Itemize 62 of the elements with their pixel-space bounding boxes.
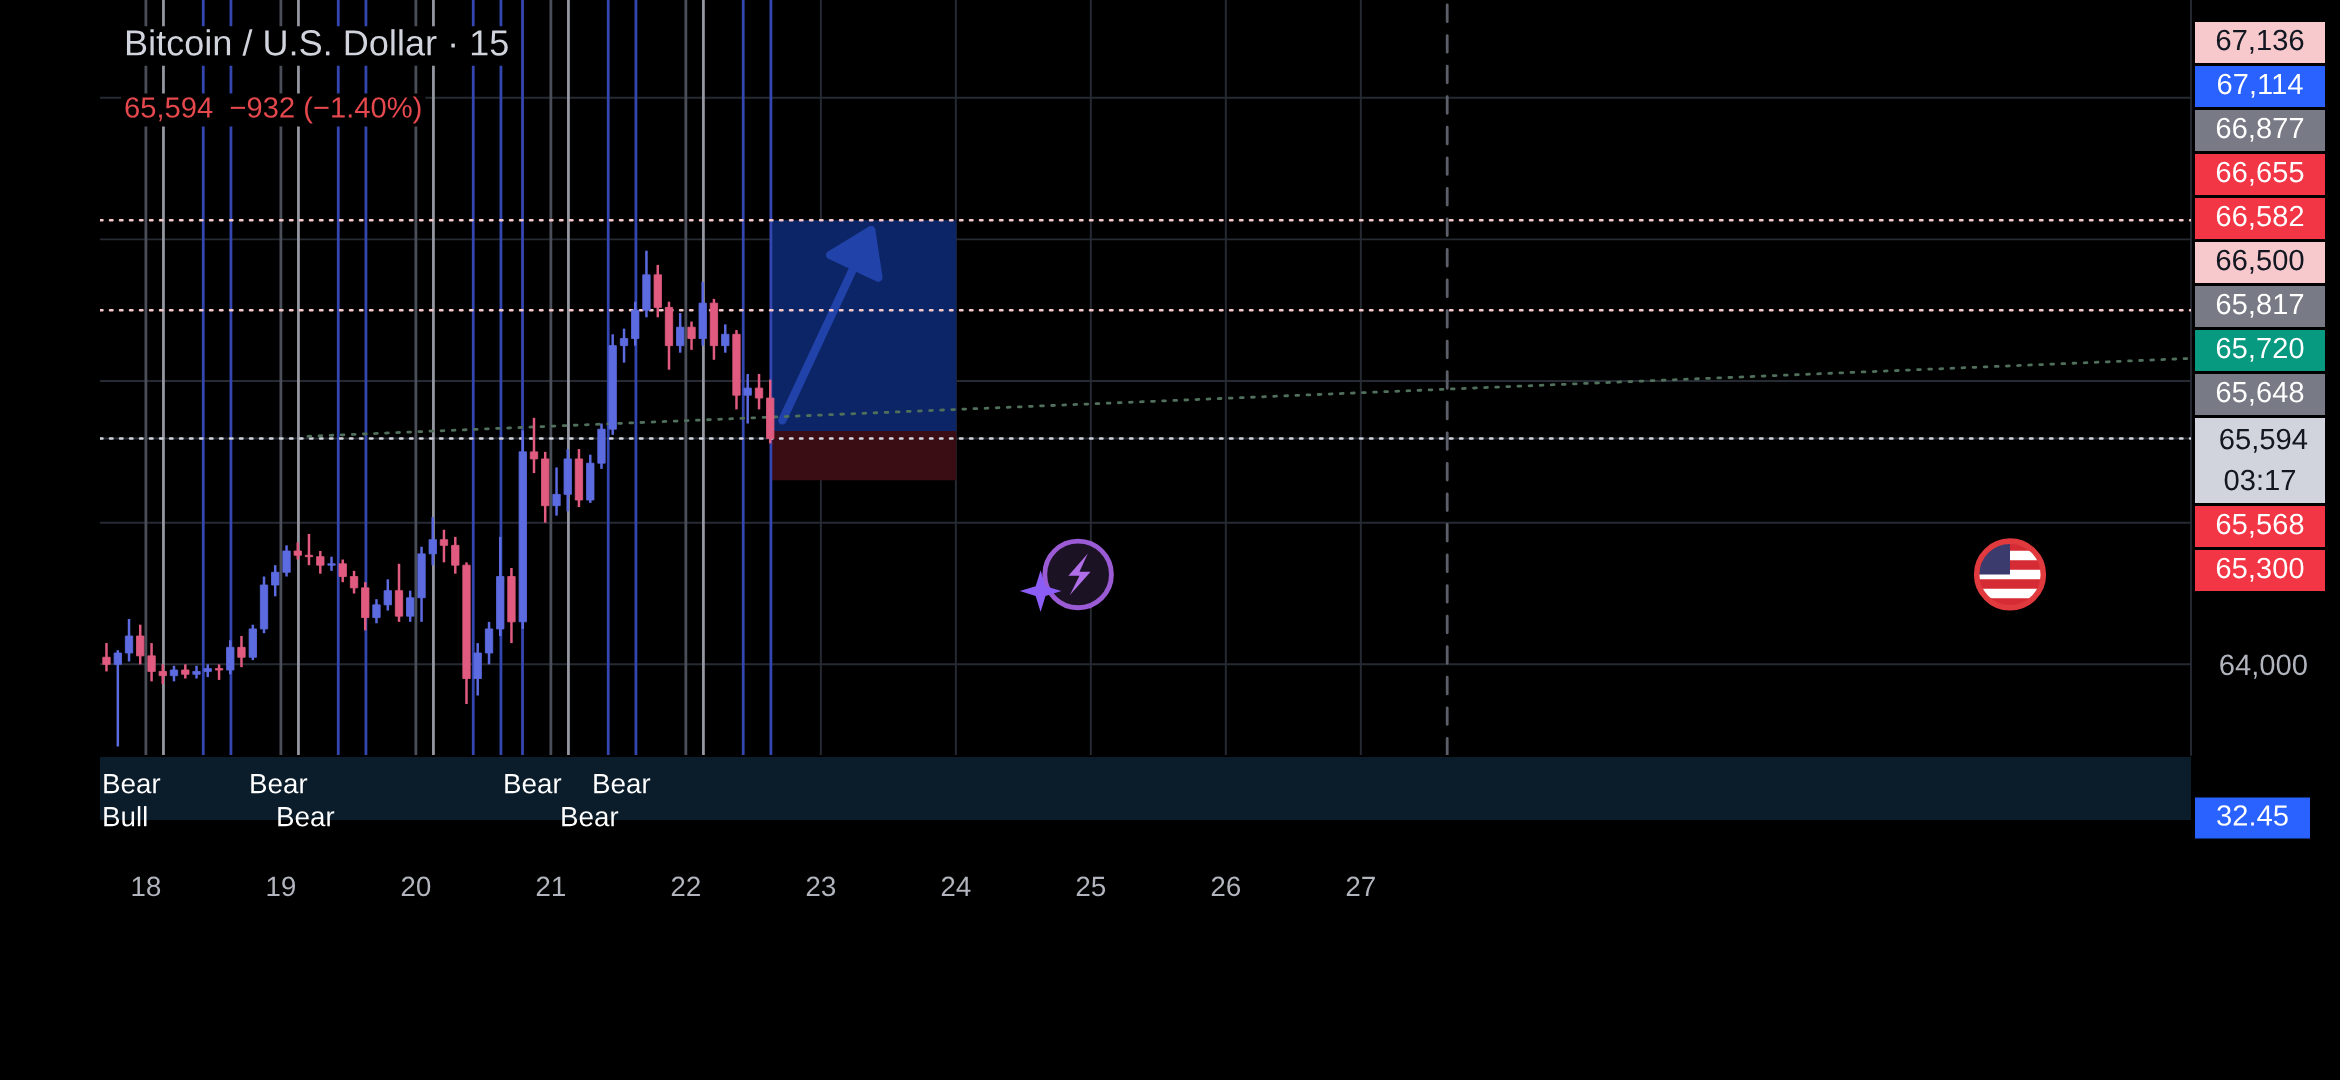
- text: 65,720: [2216, 337, 2304, 362]
- text: 66,582: [2216, 205, 2304, 230]
- x-tick-label: 21: [536, 876, 565, 896]
- candlestick: [406, 589, 415, 624]
- text: 65,300: [2216, 557, 2304, 582]
- x-tick-label: 26: [1211, 876, 1241, 897]
- text: 65,568: [2216, 513, 2304, 538]
- x-tick-label: 22: [671, 876, 700, 896]
- candlestick: [721, 323, 730, 354]
- candlestick: [226, 639, 235, 676]
- text: 66,877: [2216, 117, 2304, 142]
- candlestick: [383, 578, 392, 612]
- text: 65,594 −932 (−1.40%): [125, 96, 421, 124]
- candlestick: [102, 641, 111, 673]
- text: 32.45: [2217, 805, 2288, 826]
- text: Bitcoin / U.S. Dollar · 15: [126, 29, 508, 56]
- text: 66,655: [2216, 161, 2304, 186]
- candlestick: [349, 569, 359, 595]
- candlestick: [529, 416, 539, 475]
- text: Bull: [104, 806, 147, 827]
- text: 66,500: [2216, 249, 2304, 274]
- text: Bear: [505, 774, 562, 794]
- text: 03:17: [2224, 469, 2296, 491]
- candlestick: [428, 515, 437, 567]
- x-tick-label: 27: [1346, 876, 1375, 896]
- text: Bear: [251, 774, 308, 794]
- candlestick: [316, 549, 325, 575]
- text: Bear: [562, 807, 619, 827]
- candlestick: [372, 597, 381, 625]
- candlestick: [619, 327, 629, 364]
- candlestick: [552, 466, 561, 517]
- candlestick: [147, 641, 156, 683]
- candlestick: [327, 555, 336, 573]
- x-tick-label: 25: [1076, 876, 1106, 897]
- x-tick-label: 24: [941, 876, 971, 896]
- text: 65,648: [2216, 381, 2304, 406]
- candlestick: [676, 311, 685, 354]
- candlestick: [687, 320, 696, 352]
- y-tick-label: 64,000: [2220, 654, 2307, 679]
- x-tick-label: 18: [132, 876, 161, 897]
- text: Bear: [104, 774, 161, 794]
- candlestick: [158, 663, 167, 686]
- candlestick: [743, 372, 752, 425]
- x-tick-label: 19: [267, 876, 296, 897]
- text: Bear: [278, 807, 335, 827]
- text: 67,136: [2216, 29, 2304, 54]
- text: Bear: [594, 774, 651, 794]
- candlestick: [124, 617, 134, 663]
- y-tick-label: 65,594: [2220, 428, 2308, 453]
- x-tick-label: 20: [401, 876, 431, 897]
- x-tick-label: 23: [806, 876, 836, 897]
- candlestick: [237, 634, 246, 669]
- candlestick: [439, 528, 449, 564]
- candlestick: [338, 558, 347, 584]
- candlestick: [271, 563, 280, 598]
- candlestick: [282, 544, 291, 578]
- candlestick: [754, 372, 764, 411]
- candlestick: [451, 535, 460, 575]
- candlestick: [136, 623, 145, 666]
- candlestick: [113, 648, 122, 748]
- text: 67,114: [2217, 73, 2303, 98]
- text: 65,817: [2216, 293, 2304, 318]
